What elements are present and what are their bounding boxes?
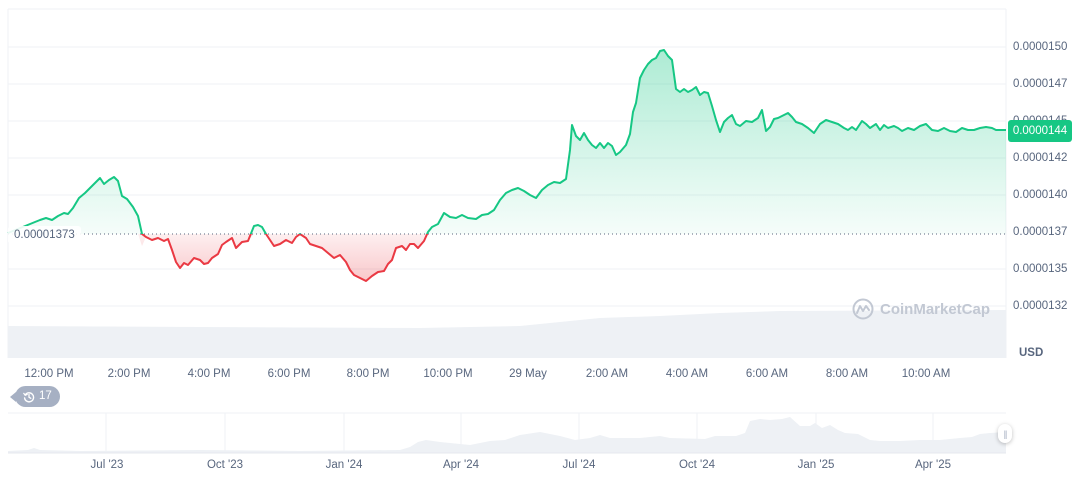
price-tick-label: 0.0000142	[1013, 152, 1068, 164]
time-tick-label: 2:00 PM	[107, 368, 151, 380]
coinmarketcap-logo-icon	[852, 298, 874, 320]
history-clock-icon	[23, 391, 35, 403]
watermark-text: CoinMarketCap	[880, 300, 991, 318]
baseline-price-label: 0.00001373	[8, 226, 81, 244]
navigator-tick-label: Apr '25	[914, 459, 952, 471]
events-badge[interactable]: 17	[10, 386, 60, 407]
time-tick-label: 8:00 AM	[825, 368, 869, 380]
price-tick-label: 0.0000147	[1013, 78, 1068, 90]
currency-label[interactable]: USD	[1019, 347, 1044, 359]
navigator[interactable]	[8, 412, 1006, 454]
price-tick-label: 0.0000137	[1013, 226, 1068, 238]
navigator-tick-label: Apr '24	[442, 459, 480, 471]
navigator-tick-label: Oct '24	[678, 459, 716, 471]
price-tick-label: 0.0000140	[1013, 189, 1068, 201]
current-price-badge: 0.0000144	[1008, 120, 1072, 142]
time-tick-label: 29 May	[509, 368, 547, 380]
time-tick-label: 6:00 AM	[745, 368, 789, 380]
time-tick-label: 8:00 PM	[346, 368, 390, 380]
time-tick-label: 4:00 AM	[665, 368, 709, 380]
time-tick-label: 10:00 PM	[423, 368, 473, 380]
navigator-tick-label: Oct '23	[206, 459, 244, 471]
time-tick-label: 2:00 AM	[585, 368, 629, 380]
price-tick-label: 0.0000132	[1013, 300, 1068, 312]
navigator-tick-label: Jan '24	[325, 459, 363, 471]
navigator-tick-label: Jul '23	[90, 459, 124, 471]
time-tick-label: 12:00 PM	[24, 368, 74, 380]
time-tick-label: 10:00 AM	[901, 368, 951, 380]
coinmarketcap-watermark: CoinMarketCap	[852, 298, 990, 320]
navigator-area	[8, 417, 1006, 453]
events-count: 17	[39, 390, 52, 402]
navigator-range-handle[interactable]: ||	[998, 424, 1012, 443]
price-tick-label: 0.0000150	[1013, 41, 1068, 53]
time-tick-label: 6:00 PM	[267, 368, 311, 380]
volume-bars	[8, 310, 1006, 358]
price-series	[7, 49, 1006, 282]
time-tick-label: 4:00 PM	[187, 368, 231, 380]
navigator-tick-label: Jan '25	[797, 459, 835, 471]
price-tick-label: 0.0000135	[1013, 263, 1068, 275]
navigator-tick-label: Jul '24	[562, 459, 596, 471]
